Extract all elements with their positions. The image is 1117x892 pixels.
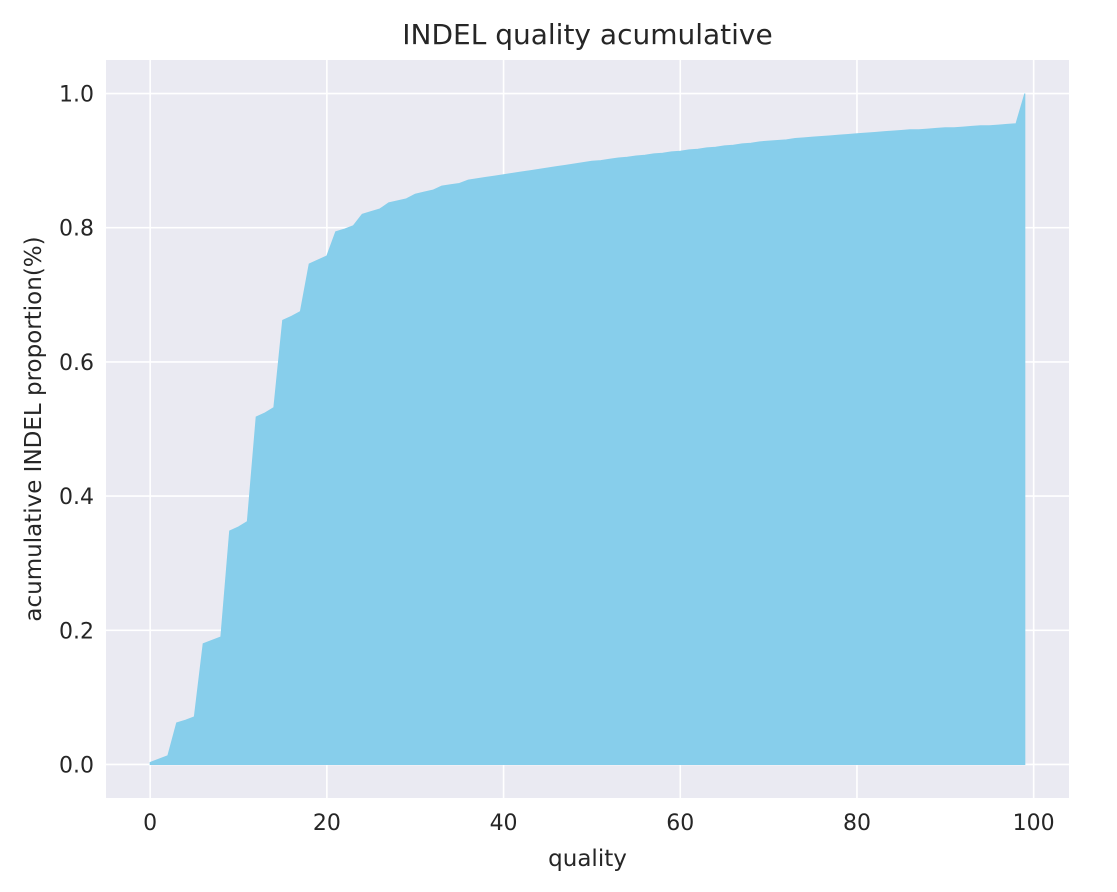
area-series — [149, 93, 1026, 765]
y-axis-label: acumulative INDEL proportion(%) — [21, 236, 47, 621]
x-axis-label: quality — [548, 846, 627, 872]
x-tick-label: 40 — [490, 811, 518, 836]
y-tick-label: 1.0 — [59, 83, 94, 108]
x-axis-ticks: 0 20 40 60 80 100 — [143, 811, 1054, 836]
x-tick-label: 0 — [143, 811, 157, 836]
y-tick-label: 0.6 — [59, 351, 94, 376]
x-tick-label: 100 — [1013, 811, 1055, 836]
y-axis-ticks: 0.0 0.2 0.4 0.6 0.8 1.0 — [59, 83, 94, 779]
chart-title: INDEL quality acumulative — [402, 18, 772, 51]
x-tick-label: 60 — [666, 811, 694, 836]
y-tick-label: 0.4 — [59, 485, 94, 510]
x-tick-label: 80 — [843, 811, 871, 836]
y-tick-label: 0.0 — [59, 753, 94, 778]
y-tick-label: 0.2 — [59, 619, 94, 644]
x-tick-label: 20 — [313, 811, 341, 836]
y-tick-label: 0.8 — [59, 217, 94, 242]
